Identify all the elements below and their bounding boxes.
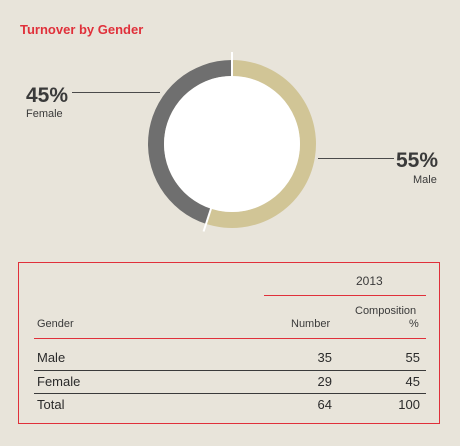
table-row-total-composition: 100	[398, 397, 420, 412]
header-rule	[34, 338, 426, 339]
composition-percent-header: %	[409, 318, 419, 330]
male-leader-line	[318, 158, 394, 159]
table-row-male-number: 35	[317, 350, 332, 365]
gender-column-header: Gender	[37, 318, 74, 330]
donut-slice-male	[206, 60, 316, 228]
number-column-header: Number	[291, 318, 331, 330]
table-row-total-gender: Total	[37, 397, 65, 412]
donut-hole	[164, 76, 300, 212]
table-row-female-number: 29	[317, 374, 332, 389]
male-percent-label: 55%	[396, 149, 439, 172]
year-rule	[264, 295, 426, 296]
female-leader-line	[72, 92, 160, 93]
composition-column-header: Composition	[355, 305, 417, 317]
row-rule	[34, 370, 426, 371]
donut-chart	[147, 52, 316, 232]
table-row-male-composition: 55	[405, 350, 420, 365]
female-label: Female	[26, 108, 63, 120]
donut-slice-female	[147, 60, 232, 224]
table-row-total-number: 64	[317, 397, 332, 412]
table-row-female-composition: 45	[405, 374, 420, 389]
female-percent-label: 45%	[26, 84, 69, 107]
year-header: 2013	[356, 274, 383, 288]
table-row-male-gender: Male	[37, 350, 66, 365]
male-label: Male	[413, 174, 437, 186]
slice-separator	[202, 206, 213, 232]
table-row-female-gender: Female	[37, 374, 81, 389]
turnover-table	[18, 262, 440, 424]
chart-title: Turnover by Gender	[20, 22, 144, 37]
row-rule	[34, 393, 426, 394]
